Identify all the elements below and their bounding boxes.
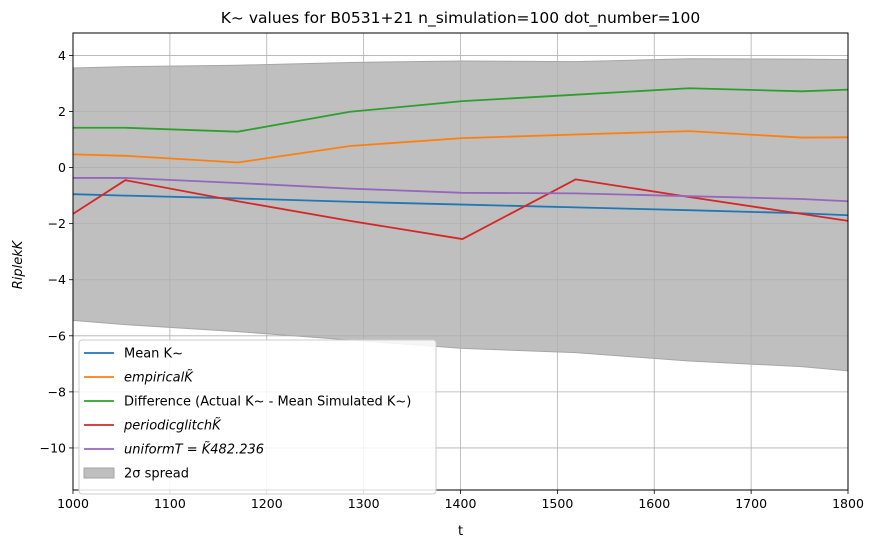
series-line [72,130,849,164]
chart-title: K~ values for B0531+21 n_simulation=100 … [221,9,700,28]
x-tick-label: 1400 [445,496,477,511]
legend: Mean K~ empiricalK̃ Difference (Actual K~ … [78,339,437,495]
legend-box [78,339,437,495]
series-line [73,87,849,133]
y-tick-label: −4 [48,272,66,287]
series-line [73,177,849,203]
x-axis-label: t [458,524,463,539]
series-line [72,178,849,240]
x-tick-label: 1700 [735,496,767,511]
y-tick-label: −2 [48,216,66,231]
y-tick-label: 2 [58,104,66,119]
x-tick-label: 1100 [154,496,186,511]
y-tick-label: 4 [58,48,66,63]
y-axis-label: RiplekK [11,239,26,289]
y-tick-label: −10 [40,440,66,455]
y-tick-label: −6 [48,328,66,343]
x-tick-label: 1600 [638,496,670,511]
x-tick-label: 1500 [541,496,573,511]
legend-label: Mean K~ [124,347,183,362]
legend-label: Difference (Actual K~ - Mean Simulated K… [124,395,411,410]
tick-layer: 1000 1100 1200 1300 1400 1500 1600 1700 1800 −10 −… [40,48,864,511]
series-line [72,193,849,217]
x-tick-label: 1000 [57,496,89,511]
y-tick-label: −8 [48,384,66,399]
legend-label: empiricalK̃ [124,370,194,385]
legend-label: uniformT = K̃482.236 [124,442,264,457]
y-tick-label: 0 [58,160,66,175]
x-tick-label: 1200 [251,496,283,511]
legend-label: 2σ spread [124,467,189,482]
x-tick-label: 1300 [348,496,380,511]
series-layer [72,87,849,240]
legend-swatch [83,467,115,479]
x-tick-label: 1800 [832,496,864,511]
legend-label: periodicglitchK̃ [123,418,222,433]
